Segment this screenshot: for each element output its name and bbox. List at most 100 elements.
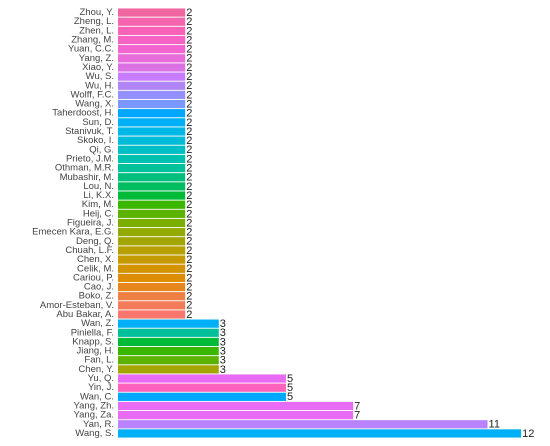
y-tick-label: Amor-Esteban, V. bbox=[40, 300, 114, 311]
y-tick-label: Stanivuk, T. bbox=[65, 126, 114, 137]
bar bbox=[118, 200, 186, 209]
data-label: 2 bbox=[186, 62, 192, 74]
bar bbox=[118, 81, 186, 90]
y-tick-label: Zhen, L. bbox=[79, 25, 114, 36]
y-tick-label: Wu, S. bbox=[86, 71, 114, 82]
bar bbox=[118, 411, 354, 420]
bar bbox=[118, 319, 219, 328]
y-tick-label: Cariou, P. bbox=[73, 272, 114, 283]
data-label: 2 bbox=[186, 16, 192, 28]
data-label: 11 bbox=[489, 419, 500, 431]
bar bbox=[118, 365, 219, 374]
data-label: 2 bbox=[186, 71, 192, 83]
bar bbox=[118, 154, 186, 164]
data-label: 3 bbox=[220, 355, 226, 367]
data-label: 5 bbox=[287, 391, 293, 403]
y-tick-label: Wu, H. bbox=[85, 80, 114, 91]
data-label: 2 bbox=[186, 25, 192, 37]
bar bbox=[118, 90, 186, 100]
data-label: 2 bbox=[186, 126, 192, 138]
bar bbox=[118, 246, 186, 255]
data-label: 2 bbox=[186, 181, 192, 193]
data-label: 2 bbox=[186, 236, 192, 248]
y-tick-label: Othman, M.R. bbox=[55, 163, 114, 174]
y-tick-label: Emecen Kara, E.G. bbox=[32, 227, 114, 238]
y-tick-label: Yang, Za. bbox=[74, 410, 115, 421]
data-label: 7 bbox=[354, 410, 360, 422]
data-label: 2 bbox=[186, 144, 192, 156]
bar bbox=[118, 356, 219, 365]
y-tick-label: Skoko, I. bbox=[77, 135, 114, 146]
data-label: 2 bbox=[186, 272, 192, 284]
bar bbox=[118, 26, 186, 35]
data-label: 2 bbox=[186, 80, 192, 92]
bar bbox=[118, 328, 219, 337]
data-label: 2 bbox=[186, 300, 192, 312]
y-tick-label: Zhang, M. bbox=[71, 35, 114, 46]
bar bbox=[118, 99, 186, 109]
bar bbox=[118, 392, 286, 401]
y-tick-label: Li, K.X. bbox=[83, 190, 114, 201]
y-tick-label: Jiang, H. bbox=[77, 346, 115, 357]
y-tick-label: Yuan, C.C. bbox=[68, 44, 114, 55]
y-tick-label: Wan, Z. bbox=[81, 318, 114, 329]
data-label: 12 bbox=[522, 428, 534, 440]
y-tick-label: Fan, L. bbox=[84, 355, 114, 366]
bar bbox=[118, 401, 354, 411]
bar bbox=[118, 264, 186, 273]
bar bbox=[118, 17, 186, 26]
y-tick-label: Sun, D. bbox=[82, 117, 114, 128]
data-label: 2 bbox=[186, 227, 192, 239]
data-label: 7 bbox=[354, 400, 360, 412]
y-tick-label: Wang, X. bbox=[75, 99, 114, 110]
y-tick-label: Deng, Q. bbox=[76, 236, 114, 247]
bar bbox=[118, 374, 286, 383]
bar bbox=[118, 173, 186, 182]
y-tick-label: Zheng, L. bbox=[74, 16, 114, 27]
bar bbox=[118, 54, 186, 63]
y-tick-label: Yang, Zh. bbox=[74, 400, 115, 411]
bar bbox=[118, 228, 186, 237]
data-label: 2 bbox=[186, 291, 192, 303]
y-tick-label: Chen, Y. bbox=[78, 364, 114, 375]
bar bbox=[118, 237, 186, 246]
y-tick-label: Piniella, F. bbox=[71, 327, 114, 338]
data-label: 3 bbox=[220, 345, 226, 357]
bar bbox=[118, 163, 186, 173]
y-tick-label: Yu, Q. bbox=[88, 373, 114, 384]
bar bbox=[118, 346, 219, 356]
bar bbox=[118, 429, 522, 438]
bar bbox=[118, 182, 186, 191]
data-label: 2 bbox=[186, 34, 192, 46]
data-label: 2 bbox=[186, 245, 192, 257]
data-label: 3 bbox=[220, 318, 226, 330]
y-tick-label: Prieto, J.M. bbox=[66, 153, 114, 164]
bar bbox=[118, 35, 186, 45]
bar bbox=[118, 118, 186, 127]
bar bbox=[118, 310, 186, 319]
y-tick-label: Yang, Z. bbox=[79, 53, 114, 64]
y-tick-label: Abu Bakar, A. bbox=[56, 309, 114, 320]
bar bbox=[118, 282, 186, 292]
y-tick-label: Yan, R. bbox=[83, 419, 114, 430]
y-tick-label: Zhou, Y. bbox=[79, 7, 114, 18]
data-label: 2 bbox=[186, 98, 192, 110]
bar bbox=[118, 218, 186, 228]
data-label: 2 bbox=[186, 208, 192, 220]
bar bbox=[118, 301, 186, 310]
data-label: 2 bbox=[186, 254, 192, 266]
bar bbox=[118, 383, 286, 392]
y-tick-label: Lou, N. bbox=[83, 181, 114, 192]
data-label: 5 bbox=[287, 382, 293, 394]
data-label: 2 bbox=[186, 135, 192, 147]
data-label: 2 bbox=[186, 190, 192, 202]
data-label: 2 bbox=[186, 153, 192, 165]
bar bbox=[118, 72, 186, 81]
data-label: 2 bbox=[186, 263, 192, 275]
data-label: 2 bbox=[186, 309, 192, 321]
y-tick-label: Knapp, S. bbox=[72, 336, 114, 347]
data-label: 2 bbox=[186, 89, 192, 101]
data-label: 2 bbox=[186, 281, 192, 293]
y-tick-label: Mubashir, M. bbox=[60, 172, 114, 183]
